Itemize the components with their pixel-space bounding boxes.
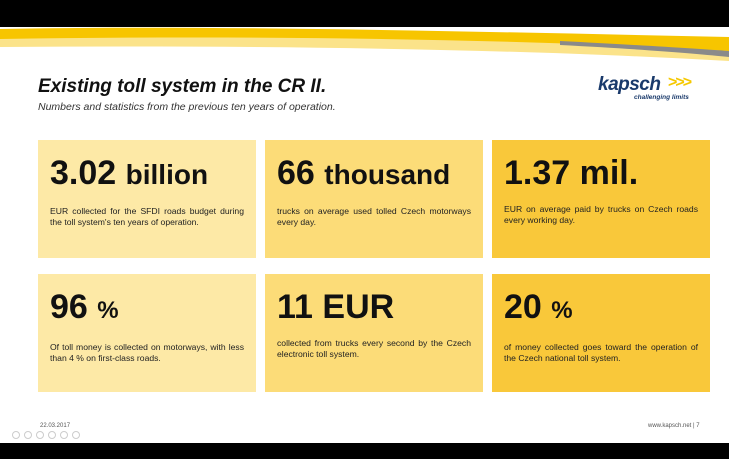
next-slide-icon[interactable]: [24, 431, 32, 439]
zoom-icon[interactable]: [60, 431, 68, 439]
stat-description: of money collected goes toward the opera…: [504, 342, 698, 363]
stat-card-daily-payment: 1.37 mil. EUR on average paid by trucks …: [492, 140, 710, 258]
stat-value: 66 thousand: [277, 154, 451, 192]
stat-card-sfdi-budget: 3.02 billion EUR collected for the SFDI …: [38, 140, 256, 258]
slides-icon[interactable]: [48, 431, 56, 439]
header-swoosh: [0, 27, 729, 61]
stat-value: 1.37 mil.: [504, 154, 639, 192]
logo-tagline: challenging limits: [634, 94, 689, 101]
bottom-black-bar: [0, 443, 729, 459]
logo-arrows-icon: >>>: [668, 74, 692, 91]
stat-value: 3.02 billion: [50, 154, 209, 192]
stat-card-trucks-daily: 66 thousand trucks on average used tolle…: [265, 140, 483, 258]
footer-date: 22.03.2017: [40, 423, 71, 429]
pen-icon[interactable]: [36, 431, 44, 439]
stat-card-operation-share: 20 % of money collected goes toward the …: [492, 274, 710, 392]
stat-value: 96 %: [50, 288, 119, 326]
stat-description: Of toll money is collected on motorways,…: [50, 342, 244, 363]
stat-card-motorway-share: 96 % Of toll money is collected on motor…: [38, 274, 256, 392]
stat-description: trucks on average used tolled Czech moto…: [277, 206, 471, 227]
logo-wordmark: kapsch: [598, 74, 661, 95]
stat-value: 11 EUR: [277, 288, 395, 326]
more-options-icon[interactable]: [72, 431, 80, 439]
footer-site: www.kapsch.net | 7: [648, 423, 700, 429]
stat-card-per-second: 11 EUR collected from trucks every secon…: [265, 274, 483, 392]
stat-value: 20 %: [504, 288, 573, 326]
stat-description: collected from trucks every second by th…: [277, 338, 471, 359]
prev-slide-icon[interactable]: [12, 431, 20, 439]
kapsch-logo: kapsch >>> challenging limits: [598, 74, 710, 104]
stat-description: EUR collected for the SFDI roads budget …: [50, 206, 244, 227]
page-number: 7: [696, 423, 700, 429]
presentation-controls: [12, 431, 80, 439]
footer-separator: |: [693, 423, 695, 429]
slide-subtitle: Numbers and statistics from the previous…: [38, 101, 336, 113]
stat-description: EUR on average paid by trucks on Czech r…: [504, 204, 698, 225]
top-black-bar: [0, 0, 729, 27]
slide-title: Existing toll system in the CR II.: [38, 76, 327, 97]
footer-website: www.kapsch.net: [648, 423, 692, 429]
